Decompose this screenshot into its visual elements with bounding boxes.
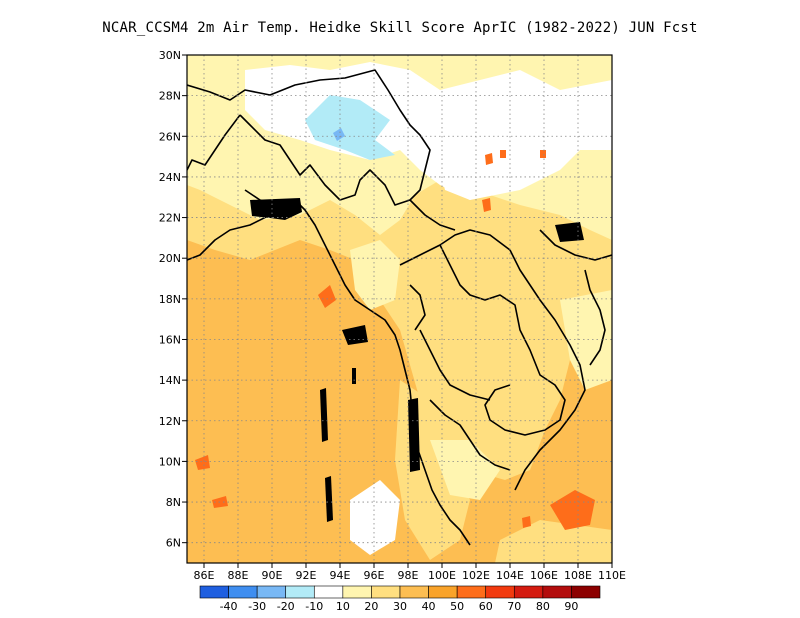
- colorbar-swatch: [428, 585, 458, 599]
- field-patch-50-a: [195, 455, 210, 470]
- colorbar-label: 30: [393, 600, 407, 613]
- x-tick-label: 108E: [564, 569, 592, 582]
- colorbar-swatch: [199, 585, 229, 599]
- field-region-white-3: [350, 480, 400, 555]
- field-patch-50-i: [540, 150, 546, 158]
- y-tick-label: 6N: [166, 537, 181, 550]
- y-tick-label: 20N: [159, 252, 181, 265]
- colorbar-swatch: [342, 585, 372, 599]
- colorbar-swatch: [228, 585, 258, 599]
- colorbar: -40 -30 -20 -10 10 20 30 40 50 60 70 80 90: [199, 585, 601, 613]
- colorbar-swatch: [256, 585, 287, 599]
- colorbar-swatch: [285, 585, 315, 599]
- field-patch-50-g: [485, 153, 493, 165]
- field-patch-50-f: [522, 516, 531, 528]
- y-tick-label: 26N: [159, 130, 181, 143]
- field-region-cyan-2: [333, 128, 345, 141]
- colorbar-swatch: [399, 585, 429, 599]
- x-tick-label: 100E: [428, 569, 456, 582]
- colorbar-label: 50: [450, 600, 464, 613]
- colorbar-swatch: [513, 585, 544, 599]
- colorbar-swatch: [542, 585, 572, 599]
- x-tick-label: 88E: [228, 569, 249, 582]
- field-region-20-gulf: [430, 440, 500, 500]
- y-tick-label: 12N: [159, 415, 181, 428]
- y-tick-label: 14N: [159, 374, 181, 387]
- x-tick-label: 86E: [194, 569, 215, 582]
- coastline-clusters: [250, 198, 584, 522]
- field-region-cyan: [305, 95, 395, 160]
- field-region-30-east: [495, 520, 612, 563]
- x-tick-label: 92E: [296, 569, 317, 582]
- colorbar-swatch: [456, 585, 487, 599]
- colorbar-label: -40: [220, 600, 238, 613]
- coastlines-borders: [187, 69, 612, 546]
- y-tick-label: 28N: [159, 90, 181, 103]
- colorbar-label: 40: [422, 600, 436, 613]
- field-region-20-mid: [350, 240, 400, 310]
- x-tick-label: 104E: [496, 569, 524, 582]
- colorbar-swatch: [571, 585, 601, 599]
- y-tick-label: 8N: [166, 496, 181, 509]
- colorbar-label: 20: [364, 600, 378, 613]
- y-tick-label: 10N: [159, 455, 181, 468]
- y-tick-label: 18N: [159, 293, 181, 306]
- colorbar-swatch: [371, 585, 401, 599]
- field-patch-50-h: [500, 150, 506, 158]
- colorbar-label: -10: [305, 600, 323, 613]
- x-tick-label: 106E: [530, 569, 558, 582]
- field-patch-50-d: [318, 285, 336, 308]
- colorbar-label: 70: [507, 600, 521, 613]
- y-tick-label: 16N: [159, 333, 181, 346]
- y-axis: 6N 8N 10N 12N 14N 16N 18N 20N 22N 24N 26N 28N 30N: [159, 49, 187, 550]
- map-plot-area: [187, 55, 612, 563]
- x-tick-label: 94E: [330, 569, 351, 582]
- colorbar-label: 80: [536, 600, 550, 613]
- map-frame: [186, 54, 613, 564]
- field-region-white-2: [440, 170, 490, 200]
- colorbar-swatch: [485, 585, 515, 599]
- x-tick-label: 90E: [262, 569, 283, 582]
- field-region-20-vn: [560, 290, 612, 390]
- colorbar-label: -30: [248, 600, 266, 613]
- y-tick-label: 24N: [159, 171, 181, 184]
- colorbar-swatch: [313, 585, 344, 599]
- field-patch-50-c: [550, 490, 595, 530]
- gridlines: [187, 55, 612, 563]
- map-title: NCAR_CCSM4 2m Air Temp. Heidke Skill Sco…: [102, 20, 698, 36]
- x-tick-label: 98E: [398, 569, 419, 582]
- x-tick-label: 102E: [462, 569, 490, 582]
- x-axis: 86E 88E 90E 92E 94E 96E 98E 100E 102E 104E 106E 108…: [194, 563, 626, 582]
- colorbar-label: 10: [336, 600, 350, 613]
- colorbar-label: -20: [277, 600, 295, 613]
- x-tick-label: 96E: [364, 569, 385, 582]
- colorbar-label: 60: [479, 600, 493, 613]
- colorbar-label: 90: [564, 600, 578, 613]
- x-tick-label: 110E: [598, 569, 626, 582]
- field-patch-50-e: [482, 198, 491, 212]
- y-tick-label: 30N: [159, 49, 181, 62]
- y-tick-label: 22N: [159, 212, 181, 225]
